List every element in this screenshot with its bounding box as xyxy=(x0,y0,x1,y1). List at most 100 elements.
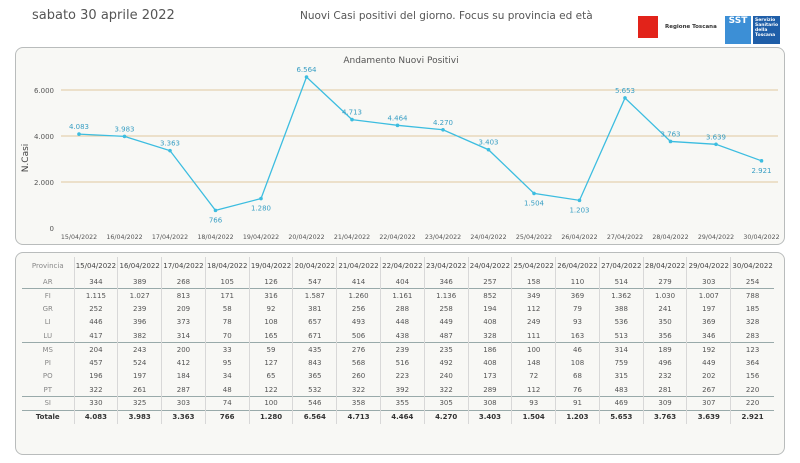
value-cell: 281 xyxy=(642,383,687,397)
value-cell: 514 xyxy=(598,275,644,289)
column-header: 20/04/2022 xyxy=(292,257,337,275)
value-cell: 93 xyxy=(555,315,600,329)
data-point xyxy=(168,148,172,153)
table-row: PO 196 197 184 34 65 365 260 223 240 173 72 68 315 232… xyxy=(22,369,774,383)
value-cell: 414 xyxy=(336,275,381,289)
column-header: 15/04/2022 xyxy=(73,257,118,275)
value-cell: 33 xyxy=(204,342,250,356)
column-header: 24/04/2022 xyxy=(467,257,512,275)
value-cell: 249 xyxy=(511,315,556,329)
data-label: 4.464 xyxy=(387,114,408,122)
data-point xyxy=(714,142,718,147)
value-cell: 303 xyxy=(161,396,206,410)
value-cell: 516 xyxy=(379,356,425,370)
data-label: 6.564 xyxy=(296,66,317,74)
y-tick-label: 2.000 xyxy=(34,179,54,187)
sst-logo: SST xyxy=(725,16,751,44)
page-title: Nuovi Casi positivi del giorno. Focus su… xyxy=(300,10,593,22)
value-cell: 1.007 xyxy=(686,288,731,302)
value-cell: 100 xyxy=(511,342,556,356)
value-cell: 220 xyxy=(730,396,774,410)
value-cell: 408 xyxy=(467,356,512,370)
value-cell: 197 xyxy=(686,302,731,316)
value-cell: 156 xyxy=(730,369,774,383)
data-point xyxy=(532,191,536,196)
value-cell: 122 xyxy=(248,383,293,397)
y-axis-label: N.Casi xyxy=(21,144,31,173)
data-point xyxy=(441,127,445,132)
value-cell: 209 xyxy=(161,302,206,316)
value-cell: 308 xyxy=(467,396,512,410)
value-cell: 204 xyxy=(73,342,118,356)
table-row: LI 446 396 373 78 108 657 493 448 449 408 249 93 536 3… xyxy=(22,315,774,329)
data-label: 3.639 xyxy=(706,133,726,141)
value-cell: 58 xyxy=(204,302,250,316)
value-cell: 79 xyxy=(555,302,600,316)
value-cell: 547 xyxy=(292,275,337,289)
value-cell: 369 xyxy=(555,288,600,302)
value-cell: 438 xyxy=(379,329,425,343)
value-cell: 524 xyxy=(117,356,162,370)
value-cell: 813 xyxy=(161,288,206,302)
data-point xyxy=(259,196,263,201)
column-header: 21/04/2022 xyxy=(336,257,381,275)
total-cell: 3.763 xyxy=(642,409,687,424)
value-cell: 303 xyxy=(686,275,731,289)
value-cell: 358 xyxy=(336,396,381,410)
value-cell: 532 xyxy=(292,383,337,397)
x-tick-label: 30/04/2022 xyxy=(743,234,779,241)
data-label: 766 xyxy=(209,216,223,224)
x-tick-label: 19/04/2022 xyxy=(243,234,279,241)
value-cell: 112 xyxy=(511,383,556,397)
y-tick-label: 6.000 xyxy=(34,87,54,95)
report-date: sabato 30 aprile 2022 xyxy=(32,8,175,23)
value-cell: 92 xyxy=(248,302,293,316)
value-cell: 346 xyxy=(423,275,469,289)
value-cell: 258 xyxy=(423,302,469,316)
data-label: 4.083 xyxy=(69,123,89,131)
total-cell: 1.280 xyxy=(248,409,293,424)
value-cell: 163 xyxy=(555,329,600,343)
table-row: GR 252 239 209 58 92 381 256 288 258 194 112 79 388 24… xyxy=(22,302,774,316)
total-cell: 3.983 xyxy=(117,409,162,424)
data-point xyxy=(668,139,673,144)
value-cell: 78 xyxy=(204,315,250,329)
value-cell: 369 xyxy=(686,315,731,329)
data-point xyxy=(213,208,218,213)
value-cell: 268 xyxy=(161,275,206,289)
data-label: 3.763 xyxy=(660,130,680,138)
x-tick-label: 24/04/2022 xyxy=(470,234,506,241)
value-cell: 355 xyxy=(379,396,425,410)
column-header: 30/04/2022 xyxy=(730,257,774,275)
value-cell: 381 xyxy=(292,302,337,316)
y-tick-label: 4.000 xyxy=(34,133,54,141)
value-cell: 759 xyxy=(598,356,644,370)
value-cell: 185 xyxy=(730,302,774,316)
column-header: 17/04/2022 xyxy=(161,257,206,275)
value-cell: 457 xyxy=(73,356,118,370)
province-cell: PT xyxy=(43,385,53,394)
value-cell: 389 xyxy=(117,275,162,289)
value-cell: 232 xyxy=(642,369,687,383)
x-tick-label: 29/04/2022 xyxy=(698,234,734,241)
value-cell: 328 xyxy=(730,315,774,329)
x-tick-label: 21/04/2022 xyxy=(334,234,370,241)
table-row: PT 322 261 287 48 122 532 322 392 322 289 112 76 483 2… xyxy=(22,383,774,397)
province-cell: SI xyxy=(22,396,74,410)
column-header: 22/04/2022 xyxy=(379,257,425,275)
data-point xyxy=(577,198,582,203)
value-cell: 314 xyxy=(161,329,206,343)
data-point xyxy=(77,132,81,136)
value-cell: 322 xyxy=(73,383,118,397)
value-cell: 492 xyxy=(423,356,469,370)
value-cell: 446 xyxy=(73,315,118,329)
regione-toscana-logo xyxy=(638,16,658,38)
value-cell: 435 xyxy=(292,342,337,356)
value-cell: 1.260 xyxy=(336,288,381,302)
table-header-row: Provincia 15/04/2022 16/04/2022 17/04/2022 1… xyxy=(22,257,774,275)
value-cell: 256 xyxy=(336,302,381,316)
value-cell: 70 xyxy=(204,329,250,343)
value-cell: 200 xyxy=(161,342,206,356)
province-cell: LI xyxy=(44,318,51,327)
data-point xyxy=(623,96,627,100)
